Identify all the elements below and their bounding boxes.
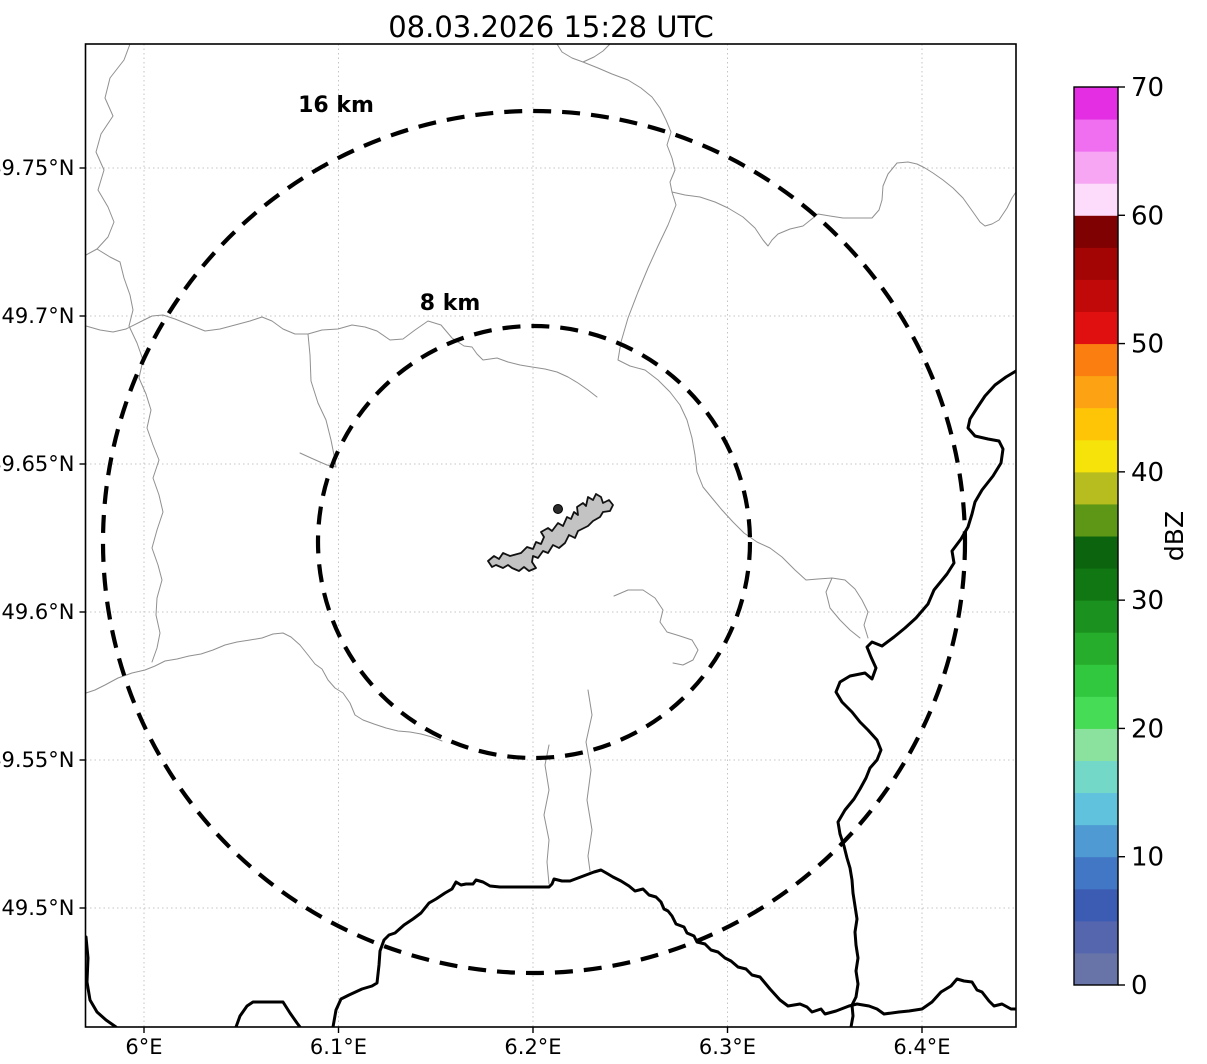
colorbar-segment: [1074, 311, 1118, 345]
colorbar-segment: [1074, 471, 1118, 505]
colorbar-segment: [1074, 343, 1118, 377]
country-border-line: [85, 935, 118, 1027]
admin-boundary-line: [85, 632, 443, 742]
colorbar-segment: [1074, 600, 1118, 633]
admin-boundary-line: [617, 191, 869, 639]
admin-boundary-line: [543, 744, 550, 885]
admin-boundary-line: [671, 161, 1016, 247]
colorbar-segment: [1074, 760, 1118, 794]
colorbar-segment: [1074, 792, 1118, 826]
colorbar-segment: [1074, 183, 1118, 216]
range-ring-8km: [315, 323, 753, 761]
colorbar-segment: [1074, 728, 1118, 761]
colorbar-tick-label: 70: [1131, 73, 1164, 103]
y-tick-label: 49.6°N: [2, 600, 75, 624]
colorbar-segment: [1074, 920, 1118, 954]
country-borders: [85, 369, 1016, 1027]
city-area: [487, 493, 614, 572]
x-tick-label: 6.2°E: [504, 1035, 561, 1059]
admin-boundary-line: [582, 61, 676, 193]
admin-boundary-line: [825, 577, 861, 639]
colorbar-tick-label: 50: [1131, 330, 1164, 360]
colorbar-segment: [1074, 407, 1118, 441]
colorbar-segment: [1074, 664, 1118, 697]
ring-label-8km: 8 km: [420, 291, 481, 316]
admin-boundary-line: [85, 314, 598, 398]
colorbar-segment: [1074, 439, 1118, 473]
colorbar-frame: [1073, 86, 1119, 986]
admin-boundary-line: [307, 333, 337, 468]
colorbar-segment: [1074, 151, 1118, 184]
x-tick-label: 6.3°E: [699, 1035, 756, 1059]
admin-boundary-line: [613, 589, 699, 666]
colorbar-segment: [1074, 824, 1118, 858]
colorbar-segment: [1074, 856, 1118, 890]
ring-label-16km: 16 km: [298, 93, 374, 118]
colorbar-segment: [1074, 119, 1118, 152]
admin-boundary-line: [95, 44, 164, 663]
admin-boundary-line: [585, 689, 593, 872]
colorbar-segment: [1074, 87, 1118, 120]
colorbar-tick-label: 10: [1131, 843, 1164, 873]
y-tick-label: 49.5°N: [2, 896, 75, 920]
colorbar-tick-label: 40: [1131, 458, 1164, 488]
colorbar-segment: [1074, 696, 1118, 729]
figure-title: 08.03.2026 15:28 UTC: [388, 10, 714, 44]
plot-border: [84, 43, 1017, 1028]
colorbar-segment: [1074, 568, 1118, 601]
y-tick-label: 49.65°N: [0, 452, 75, 476]
colorbar-segment: [1074, 632, 1118, 665]
colorbar-tick-label: 0: [1131, 971, 1148, 1001]
country-border-line: [834, 369, 1016, 1027]
y-tick-label: 49.7°N: [2, 304, 75, 328]
admin-boundary-line: [582, 44, 611, 63]
colorbar-tick-label: 60: [1131, 201, 1164, 231]
x-tick-label: 6.4°E: [893, 1035, 950, 1059]
admin-boundary-line: [556, 44, 584, 63]
colorbar-segment: [1074, 375, 1118, 409]
colorbar-tick-label: 20: [1131, 714, 1164, 744]
city-polygon: [487, 493, 614, 572]
colorbar-unit-label: dBZ: [1160, 511, 1189, 561]
country-border-line: [331, 868, 1016, 1027]
colorbar-segment: [1074, 952, 1118, 986]
admin-boundaries: [85, 44, 1016, 885]
y-tick-label: 49.55°N: [0, 748, 75, 772]
admin-boundary-line: [85, 248, 98, 256]
colorbar-tick-label: 30: [1131, 586, 1164, 616]
colorbar-segment: [1074, 503, 1118, 537]
radar-site-marker: [553, 504, 563, 514]
colorbar-segment: [1074, 536, 1118, 569]
x-tick-label: 6.1°E: [310, 1035, 367, 1059]
country-border-line: [234, 1000, 302, 1027]
colorbar-segment: [1074, 215, 1118, 248]
colorbar-segment: [1074, 279, 1118, 312]
range-rings: [100, 108, 968, 976]
y-tick-label: 49.75°N: [0, 156, 75, 180]
x-tick-label: 6°E: [125, 1035, 162, 1059]
colorbar-segment: [1074, 247, 1118, 280]
gridlines: [85, 44, 1016, 1027]
colorbar-segment: [1074, 888, 1118, 922]
colorbar: 0 10 20 30 40 50 60 70: [1073, 73, 1164, 1001]
range-ring-16km: [100, 108, 968, 976]
axis-ticks-and-labels: 6°E 6.1°E 6.2°E 6.3°E 6.4°E 49.75°N 49.7°N 49.6…: [0, 156, 951, 1059]
